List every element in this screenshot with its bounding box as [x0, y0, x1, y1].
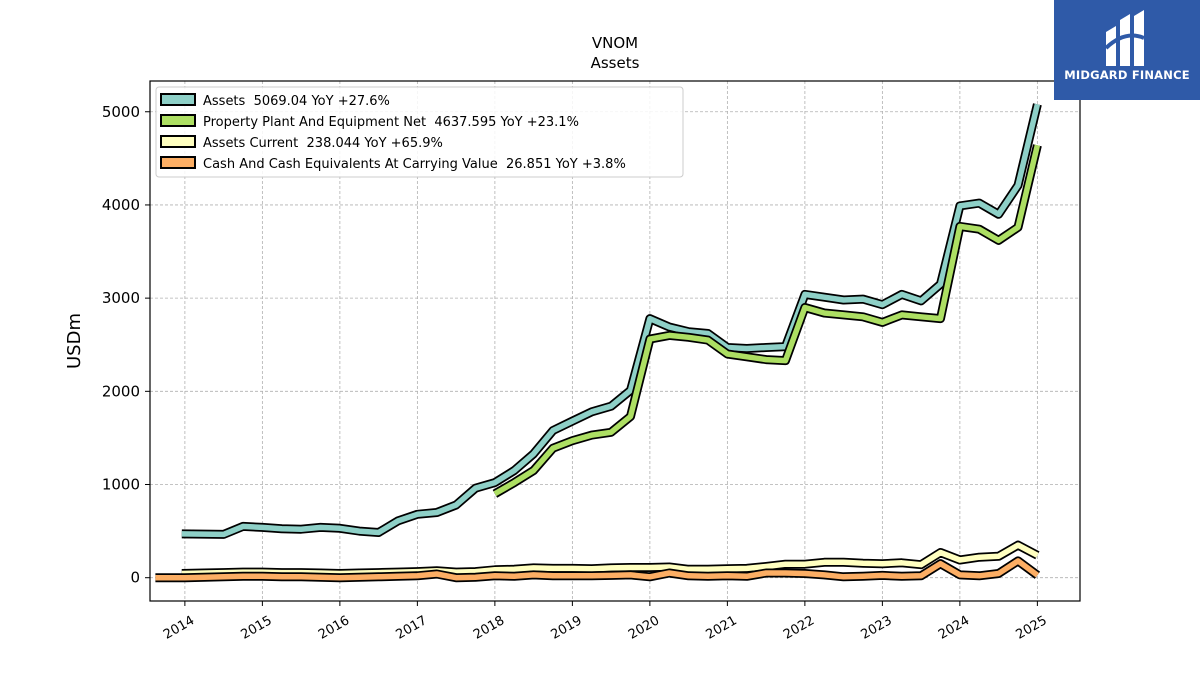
y-tick-label: 5000: [102, 103, 140, 121]
x-tick-label: 2018: [471, 613, 507, 643]
series-line: [155, 558, 1040, 581]
legend-swatch: [160, 93, 196, 106]
x-tick-label: 2024: [936, 613, 972, 643]
y-tick-label: 0: [130, 569, 140, 587]
series-lines: [155, 103, 1042, 583]
x-tick-label: 2025: [1014, 613, 1050, 643]
legend-swatch: [160, 135, 196, 148]
x-tick-label: 2016: [316, 613, 352, 643]
brand-logo: MIDGARD FINANCE: [1054, 0, 1200, 100]
x-tick-label: 2019: [549, 613, 585, 643]
legend-label: Assets 5069.04 YoY +27.6%: [203, 94, 390, 109]
legend-swatch: [160, 114, 196, 127]
legend-label: Property Plant And Equipment Net 4637.59…: [203, 115, 579, 130]
midgard-logo-icon: [1104, 10, 1145, 66]
series-line: [181, 103, 1041, 538]
x-tick-label: 2015: [239, 613, 275, 643]
brand-name: MIDGARD FINANCE: [1064, 68, 1190, 82]
legend-box: [155, 86, 684, 178]
y-axis-label: USDm: [64, 313, 85, 369]
chart-subtitle: Assets: [591, 54, 640, 72]
legend: Assets 5069.04 YoY +27.6% Property Plant …: [155, 86, 684, 178]
x-tick-label: 2014: [161, 613, 197, 643]
y-tick-label: 4000: [102, 196, 140, 214]
legend-swatch: [160, 156, 196, 169]
plot-frame: [149, 80, 1081, 602]
y-tick-label: 3000: [102, 289, 140, 307]
x-tick-label: 2023: [859, 613, 895, 643]
legend-label: Assets Current 238.044 YoY +65.9%: [203, 136, 443, 151]
series-line: [493, 144, 1041, 497]
legend-label: Cash And Cash Equivalents At Carrying Va…: [203, 157, 626, 172]
x-tick-label: 2017: [394, 613, 430, 643]
x-tick-label: 2021: [704, 613, 740, 643]
x-tick-label: 2022: [781, 613, 817, 643]
chart-title: VNOM: [592, 34, 638, 52]
y-tick-label: 2000: [102, 382, 140, 400]
x-tick-label: 2020: [626, 613, 662, 643]
y-tick-label: 1000: [102, 476, 140, 494]
